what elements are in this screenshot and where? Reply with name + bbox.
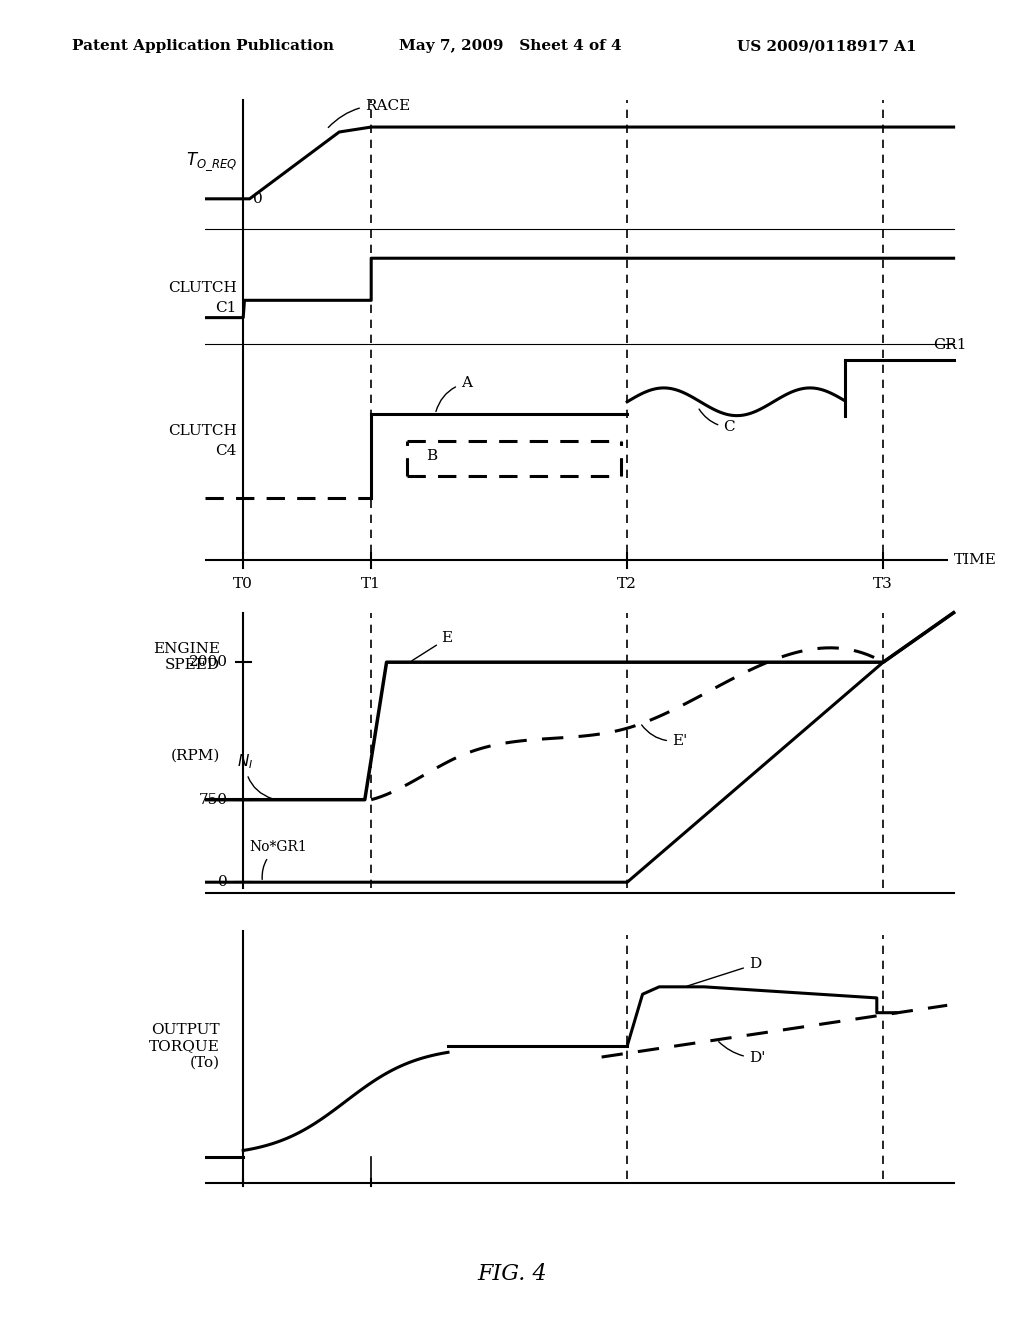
Text: E': E': [642, 725, 687, 747]
Text: $N_I$: $N_I$: [237, 752, 272, 799]
Text: D': D': [719, 1041, 765, 1065]
Text: $T_{O\_REQ}$: $T_{O\_REQ}$: [185, 150, 237, 173]
Text: T1: T1: [361, 578, 381, 591]
Text: C1: C1: [215, 301, 237, 314]
Text: Patent Application Publication: Patent Application Publication: [72, 40, 334, 53]
Text: C: C: [699, 409, 735, 434]
Text: 0: 0: [254, 191, 263, 206]
Text: CLUTCH: CLUTCH: [168, 425, 237, 438]
Text: ENGINE
SPEED: ENGINE SPEED: [154, 642, 220, 672]
Text: RACE: RACE: [329, 99, 410, 128]
Text: T0: T0: [233, 578, 253, 591]
Text: US 2009/0118917 A1: US 2009/0118917 A1: [737, 40, 916, 53]
Text: A: A: [436, 376, 472, 412]
Text: FIG. 4: FIG. 4: [477, 1263, 547, 1284]
Text: CLUTCH: CLUTCH: [168, 281, 237, 294]
Text: 750: 750: [199, 793, 228, 807]
Text: T2: T2: [617, 578, 637, 591]
Text: E: E: [412, 631, 453, 661]
Text: (RPM): (RPM): [171, 748, 220, 763]
Text: C4: C4: [215, 445, 237, 458]
Text: May 7, 2009   Sheet 4 of 4: May 7, 2009 Sheet 4 of 4: [399, 40, 622, 53]
Text: No*GR1: No*GR1: [250, 841, 307, 879]
Text: TIME: TIME: [953, 553, 996, 568]
Text: T3: T3: [873, 578, 893, 591]
Text: B: B: [426, 449, 437, 463]
Text: OUTPUT
TORQUE
(To): OUTPUT TORQUE (To): [150, 1023, 220, 1069]
Text: 0: 0: [218, 875, 228, 890]
Text: GR1: GR1: [933, 338, 967, 352]
Text: D: D: [687, 957, 761, 986]
Text: 2000: 2000: [188, 655, 228, 669]
